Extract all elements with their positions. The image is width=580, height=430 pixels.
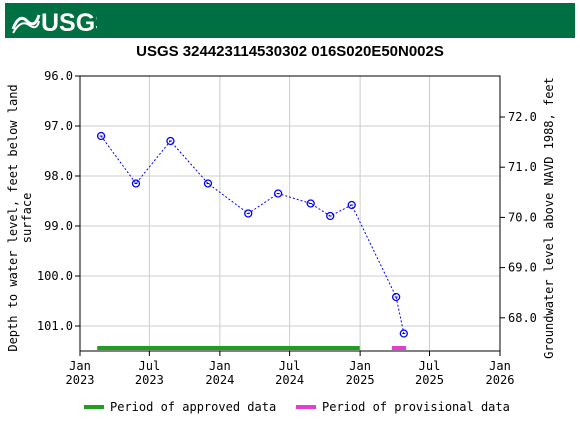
x-tick-label-year: 2024 xyxy=(275,373,304,387)
data-point xyxy=(347,200,356,210)
y-left-tick-label: 99.0 xyxy=(44,219,73,233)
x-tick-label-month: Jan xyxy=(489,359,511,373)
usgs-wave-icon: USGS xyxy=(11,9,97,35)
y-left-tick-label: 101.0 xyxy=(37,319,73,333)
data-point xyxy=(399,329,408,338)
y-right-tick-label: 68.0 xyxy=(508,311,537,325)
y-left-tick-label: 98.0 xyxy=(44,169,73,183)
data-point xyxy=(96,131,106,141)
legend-approved: Period of approved data xyxy=(84,400,276,414)
grid-lines xyxy=(79,75,501,351)
y-right-tick-label: 72.0 xyxy=(508,110,537,124)
data-point xyxy=(306,199,315,208)
series-line xyxy=(100,135,405,334)
x-tick-label-month: Jan xyxy=(209,359,231,373)
data-point xyxy=(273,189,283,198)
y-right-ticks: 72.0 71.0 70.0 69.0 68.0 xyxy=(500,110,537,325)
y-right-tick-label: 70.0 xyxy=(508,210,537,224)
x-tick-label-month: Jan xyxy=(69,359,91,373)
x-tick-label-year: 2025 xyxy=(346,373,375,387)
legend-provisional: Period of provisional data xyxy=(296,400,510,414)
legend: Period of approved data Period of provis… xyxy=(0,400,580,420)
data-point xyxy=(391,292,401,302)
legend-approved-label: Period of approved data xyxy=(110,400,277,414)
approved-period-bar xyxy=(97,346,360,350)
data-point xyxy=(203,179,213,188)
usgs-logo[interactable]: USGS xyxy=(11,6,97,36)
chart-plot: 96.0 97.0 98.0 99.0 100.0 101.0 72.0 71.0 70.0 6… xyxy=(6,69,556,387)
data-point xyxy=(244,209,253,218)
x-tick-label-year: 2023 xyxy=(135,373,164,387)
data-point xyxy=(131,179,141,188)
chart-title: USGS 324423114530302 016S020E50N002S xyxy=(136,43,444,60)
period-bars xyxy=(97,346,407,350)
usgs-banner: USGS xyxy=(5,3,575,38)
x-tick-label-year: 2026 xyxy=(486,373,515,387)
y-left-tick-label: 100.0 xyxy=(37,269,73,283)
legend-provisional-label: Period of provisional data xyxy=(322,400,510,414)
y-left-tick-label: 97.0 xyxy=(44,119,73,133)
y-axis-right-label: Groundwater level above NAVD 1988, feet xyxy=(542,77,556,359)
usgs-logo-text: USGS xyxy=(41,9,97,35)
legend-provisional-swatch xyxy=(296,405,316,409)
x-tick-label-month: Jul xyxy=(419,359,441,373)
x-tick-label-month: Jul xyxy=(139,359,161,373)
x-tick-label-month: Jul xyxy=(279,359,301,373)
y-right-tick-label: 69.0 xyxy=(508,261,537,275)
x-tick-label-month: Jan xyxy=(349,359,371,373)
x-tick-label-year: 2024 xyxy=(205,373,234,387)
y-right-tick-label: 71.0 xyxy=(508,160,537,174)
data-series xyxy=(96,131,408,338)
y-axis-left-label: Depth to water level, feet below landsur… xyxy=(6,84,34,351)
provisional-period-bar xyxy=(391,346,407,350)
x-axis-ticks: Jan2023Jul2023Jan2024Jul2024Jan2025Jul20… xyxy=(66,351,515,387)
x-tick-label-year: 2025 xyxy=(415,373,444,387)
data-point xyxy=(326,211,335,221)
x-tick-label-year: 2023 xyxy=(66,373,95,387)
y-left-tick-label: 96.0 xyxy=(44,69,73,83)
legend-approved-swatch xyxy=(84,405,104,409)
data-point xyxy=(166,136,175,146)
y-left-ticks: 96.0 97.0 98.0 99.0 100.0 101.0 xyxy=(37,69,80,333)
